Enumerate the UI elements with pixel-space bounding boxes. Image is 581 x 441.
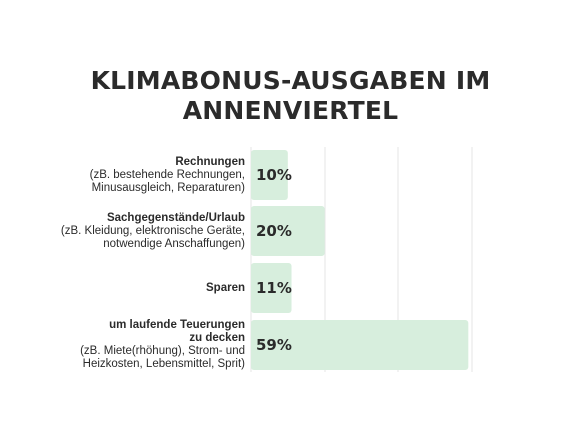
chart-title-line-2: ANNENVIERTEL <box>182 96 399 125</box>
bar-value-label: 20% <box>256 222 292 240</box>
bar-value-label: 11% <box>256 279 292 297</box>
category-description: (zB. bestehende Rechnungen, <box>89 168 245 181</box>
category-description: Minusausgleich, Reparaturen) <box>91 181 245 194</box>
category-label: Rechnungen (zB. bestehende Rechnungen, Min… <box>90 156 245 195</box>
bar <box>251 320 469 370</box>
category-label: Sparen <box>206 282 245 295</box>
chart-title: KLIMABONUS-AUSGABEN IM ANNENVIERTEL <box>0 66 581 126</box>
category-name: Sparen <box>206 281 245 294</box>
category-label: um laufende Teuerungen zu decken (zB. Miet… <box>80 319 245 371</box>
bar <box>251 150 288 200</box>
category-description: Heizkosten, Lebensmittel, Sprit) <box>82 358 245 370</box>
bar <box>251 206 325 256</box>
category-description: (zB. Miete(rhöhung), Strom- und <box>80 345 245 357</box>
bar-value-label: 59% <box>256 336 292 354</box>
category-label: Sachgegenstände/Urlaub (zB. Kleidung, ele… <box>61 212 245 251</box>
chart-title-line-1: KLIMABONUS-AUSGABEN IM <box>90 66 491 95</box>
category-description: notwendige Anschaffungen) <box>103 237 245 250</box>
bar <box>251 263 292 313</box>
category-name: zu decken <box>189 332 245 344</box>
category-description: (zB. Kleidung, elektronische Geräte, <box>60 224 245 237</box>
bar-value-label: 10% <box>256 166 292 184</box>
category-name: Sachgegenstände/Urlaub <box>106 211 245 224</box>
category-name: Rechnungen <box>175 155 245 168</box>
category-name: um laufende Teuerungen <box>109 319 245 331</box>
